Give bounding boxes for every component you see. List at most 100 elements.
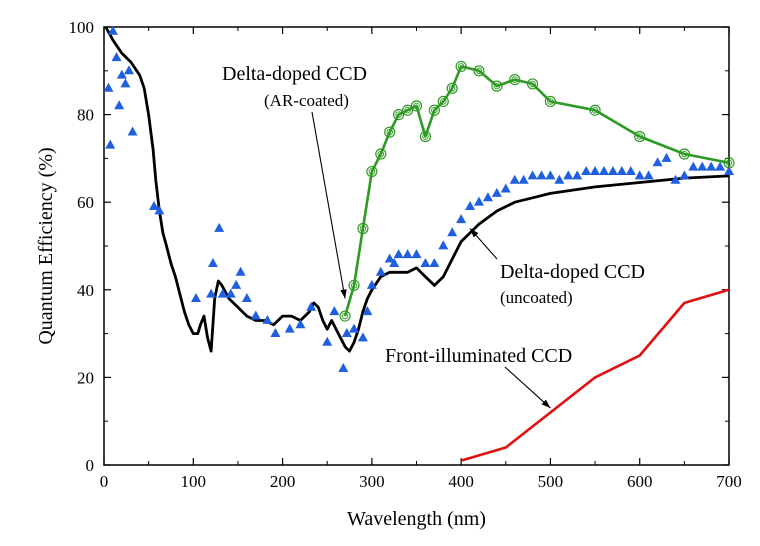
series-line-3 — [460, 288, 730, 462]
data-point-circle-inner — [725, 159, 733, 167]
annotation-arrow-ar-coated-head — [340, 289, 347, 299]
data-point-triangle — [235, 266, 246, 276]
data-point-triangle — [518, 174, 529, 184]
data-point-circle — [419, 130, 432, 143]
y-tick-label: 40 — [77, 281, 94, 300]
series-layer — [103, 25, 735, 462]
data-point-circle-inner — [395, 111, 402, 118]
data-point-triangle — [456, 214, 467, 224]
data-point-triangle — [366, 279, 377, 289]
data-point-triangle — [214, 222, 225, 232]
data-point-circle-inner — [475, 67, 483, 75]
data-point-circle — [446, 82, 458, 94]
data-point-circle — [678, 148, 690, 160]
data-point-circle — [366, 165, 378, 178]
data-point-triangle — [572, 170, 583, 180]
data-point-circle — [437, 95, 449, 108]
data-point-circle — [526, 78, 539, 90]
data-point-triangle — [375, 266, 386, 276]
data-point-circle-inner — [448, 85, 456, 92]
data-point-triangle — [206, 288, 217, 298]
data-point-triangle — [411, 249, 422, 259]
data-point-triangle — [357, 332, 368, 342]
data-point-triangle — [509, 174, 520, 184]
data-point-circle — [410, 100, 423, 112]
annotation-layer — [311, 111, 551, 409]
data-point-circle — [375, 148, 387, 160]
data-point-triangle — [545, 170, 556, 180]
y-tick-label: 60 — [77, 193, 94, 212]
data-point-circle-inner — [591, 106, 599, 114]
data-point-triangle — [724, 165, 734, 175]
annotation-arrow-front-illuminated-head — [541, 399, 551, 409]
data-point-triangle — [393, 249, 404, 259]
data-point-circle-inner — [457, 63, 465, 70]
x-tick-label: 400 — [448, 472, 474, 491]
y-axis-title: Quantum Efficiency (%) — [35, 147, 57, 344]
data-point-triangle — [536, 170, 547, 180]
data-point-triangle — [116, 69, 127, 79]
data-point-triangle — [341, 328, 352, 338]
data-point-triangle — [127, 126, 138, 136]
data-point-circle — [348, 279, 360, 292]
data-point-triangle — [270, 328, 281, 338]
data-point-triangle — [262, 314, 273, 324]
data-point-triangle — [389, 257, 400, 267]
axis-ticks — [103, 26, 730, 466]
data-point-triangle — [661, 152, 672, 162]
data-point-triangle — [474, 196, 484, 206]
data-point-triangle — [590, 165, 601, 175]
x-tick-label: 600 — [627, 472, 653, 491]
data-point-triangle — [581, 165, 592, 175]
data-point-circle-inner — [511, 76, 518, 83]
data-point-triangle — [105, 139, 116, 149]
data-point-triangle — [670, 174, 681, 184]
data-point-circle — [455, 60, 467, 73]
x-tick-label: 700 — [716, 472, 742, 491]
data-point-triangle — [111, 52, 122, 62]
series-line-2 — [343, 65, 730, 317]
annotation-front-illuminated: Front-illuminated CCD — [385, 345, 572, 367]
data-point-circle — [428, 104, 440, 116]
data-point-circle-inner — [547, 98, 554, 105]
y-tick-label: 100 — [69, 18, 95, 37]
x-tick-label: 100 — [181, 472, 207, 491]
data-point-triangle — [207, 257, 218, 267]
data-point-triangle — [107, 25, 118, 35]
data-point-triangle — [384, 253, 395, 263]
data-point-circle-inner — [529, 80, 536, 88]
data-point-triangle — [114, 100, 125, 110]
data-point-circle — [509, 73, 521, 86]
data-point-triangle — [616, 165, 627, 175]
data-point-triangle — [149, 201, 159, 210]
annotation-arrow-uncoated-head — [470, 228, 479, 238]
data-point-triangle — [402, 249, 413, 259]
data-point-triangle — [329, 306, 340, 316]
data-point-triangle — [322, 336, 333, 346]
data-point-circle-inner — [431, 106, 438, 114]
series-line-0 — [104, 26, 730, 353]
data-point-circle — [723, 157, 735, 169]
data-point-circle-inner — [440, 98, 447, 105]
data-point-triangle — [500, 183, 511, 193]
data-point-triangle — [643, 170, 654, 180]
data-point-circle — [339, 310, 351, 322]
data-point-triangle — [599, 165, 609, 175]
data-point-triangle — [284, 323, 295, 333]
data-point-circle — [401, 104, 414, 116]
data-point-triangle — [241, 292, 252, 302]
data-point-triangle — [420, 257, 431, 267]
data-point-circle — [544, 95, 557, 108]
data-point-triangle — [563, 170, 574, 180]
data-point-triangle — [338, 363, 349, 373]
x-tick-label: 300 — [359, 472, 385, 491]
x-tick-label: 0 — [100, 472, 109, 491]
data-point-circle-inner — [493, 82, 501, 90]
data-point-triangle — [438, 240, 449, 250]
data-point-triangle — [447, 227, 458, 237]
data-point-triangle — [652, 157, 663, 167]
data-point-triangle — [120, 78, 131, 88]
data-point-circle-inner — [422, 133, 429, 140]
data-point-triangle — [231, 279, 242, 289]
data-point-circle-inner — [413, 102, 420, 110]
